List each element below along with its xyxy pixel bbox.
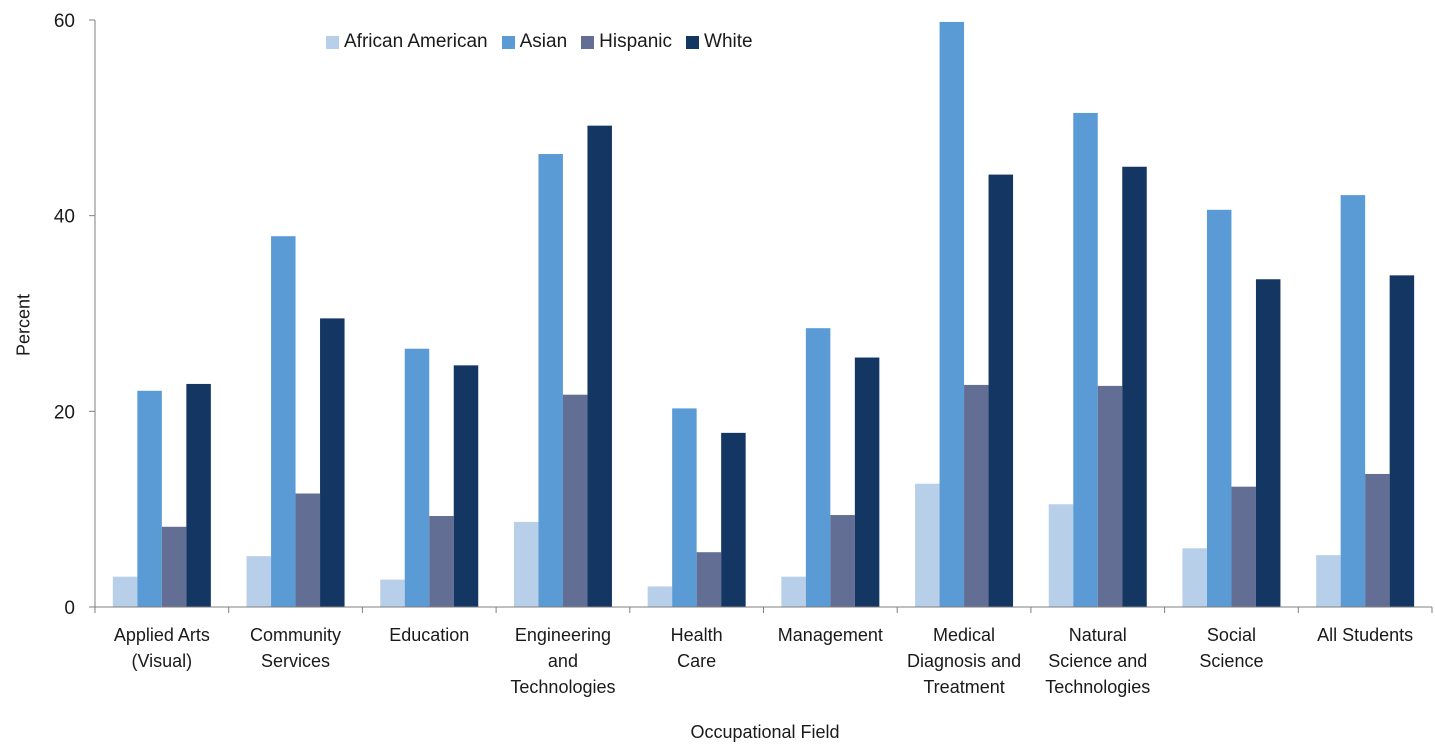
bar-white-social-science: [1255, 279, 1281, 607]
y-tick-labels: 0 20 40 60: [54, 11, 75, 619]
bar-asian-applied-arts-visual: [137, 390, 162, 607]
bar-african-american-engineering-and-technologies: [513, 521, 539, 607]
bar-african-american-medical-diagnosis-and-treatment: [915, 483, 940, 607]
bar-asian-engineering-and-technologies: [538, 154, 563, 607]
x-tick-label-health-care: Health Care: [671, 625, 723, 671]
y-tick-label-40: 40: [54, 207, 75, 228]
bar-hispanic-engineering-and-technologies: [562, 394, 588, 607]
bar-white-all-students: [1389, 275, 1415, 607]
x-tick-label-community-services: Community Services: [250, 625, 341, 671]
x-tick-labels: Applied Arts (Visual) Community Services Edu…: [114, 625, 1413, 697]
bar-african-american-community-services: [246, 556, 272, 607]
legend-swatch-white: [686, 35, 700, 49]
legend-label-hispanic: Hispanic: [599, 31, 673, 52]
bar-african-american-natural-science-and-technologies: [1048, 504, 1074, 607]
x-tick-label-natural-science-and-technologies: Natural Science and Technologies: [1045, 625, 1150, 697]
bar-white-community-services: [320, 318, 345, 607]
legend-label-white: White: [704, 31, 753, 52]
bar-asian-all-students: [1340, 195, 1366, 607]
legend-item-white: White: [686, 31, 753, 53]
bar-asian-social-science: [1206, 209, 1232, 608]
x-tick-label-engineering-and-technologies: Engineering and Technologies: [510, 625, 615, 697]
legend-swatch-african-american: [326, 35, 339, 49]
legend-swatch-asian: [501, 35, 515, 49]
y-tick-label-20: 20: [54, 402, 75, 423]
bar-white-health-care: [721, 432, 746, 607]
legend-item-african-american: African American: [326, 31, 488, 53]
bar-african-american-health-care: [647, 586, 673, 607]
bar-asian-education: [404, 348, 430, 607]
bars-layer: [112, 21, 1415, 608]
bar-african-american-education: [380, 579, 405, 607]
bar-hispanic-education: [429, 516, 454, 607]
bar-african-american-applied-arts-visual: [112, 576, 138, 607]
bar-asian-medical-diagnosis-and-treatment: [939, 21, 965, 607]
x-tick-label-all-students: All Students: [1317, 625, 1413, 645]
bar-hispanic-all-students: [1365, 473, 1390, 607]
bar-white-education: [453, 365, 479, 607]
bar-asian-health-care: [672, 408, 697, 607]
bar-african-american-social-science: [1182, 548, 1207, 607]
x-axis-title: Occupational Field: [690, 722, 840, 742]
legend-swatch-hispanic: [581, 35, 595, 49]
y-tick-label-0: 0: [64, 598, 75, 619]
legend-item-hispanic: Hispanic: [581, 31, 672, 53]
bar-white-applied-arts-visual: [186, 383, 211, 607]
x-tick-label-education: Education: [389, 625, 469, 645]
bar-white-engineering-and-technologies: [587, 125, 612, 607]
x-tick-label-medical-diagnosis-and-treatment: Medical Diagnosis and Treatment: [907, 625, 1021, 697]
y-axis-title: Percent: [13, 293, 34, 357]
bar-white-management: [854, 357, 880, 607]
bar-hispanic-medical-diagnosis-and-treatment: [964, 384, 989, 607]
legend-label-african-american: African American: [344, 31, 488, 52]
axes-layer: [89, 19, 1433, 613]
bar-white-natural-science-and-technologies: [1122, 166, 1147, 607]
legend-label-asian: Asian: [519, 31, 568, 52]
legend: African American Asian Hispanic White: [326, 31, 767, 53]
bar-white-medical-diagnosis-and-treatment: [988, 174, 1014, 607]
x-tick-label-social-science: Social Science: [1199, 625, 1263, 671]
bar-asian-management: [805, 328, 831, 607]
bar-african-american-all-students: [1316, 555, 1341, 607]
bar-hispanic-natural-science-and-technologies: [1097, 385, 1123, 607]
x-tick-label-management: Management: [778, 625, 883, 645]
bar-hispanic-applied-arts-visual: [161, 526, 187, 607]
bar-hispanic-social-science: [1231, 486, 1256, 607]
legend-item-asian: Asian: [501, 31, 568, 53]
bar-hispanic-community-services: [295, 493, 321, 607]
bar-african-american-management: [781, 576, 806, 607]
bar-hispanic-management: [830, 515, 855, 607]
bar-asian-community-services: [271, 236, 296, 607]
x-tick-label-applied-arts-visual: Applied Arts (Visual): [114, 625, 210, 671]
y-tick-label-60: 60: [54, 11, 75, 32]
bar-hispanic-health-care: [696, 552, 722, 607]
bar-asian-natural-science-and-technologies: [1073, 112, 1098, 607]
